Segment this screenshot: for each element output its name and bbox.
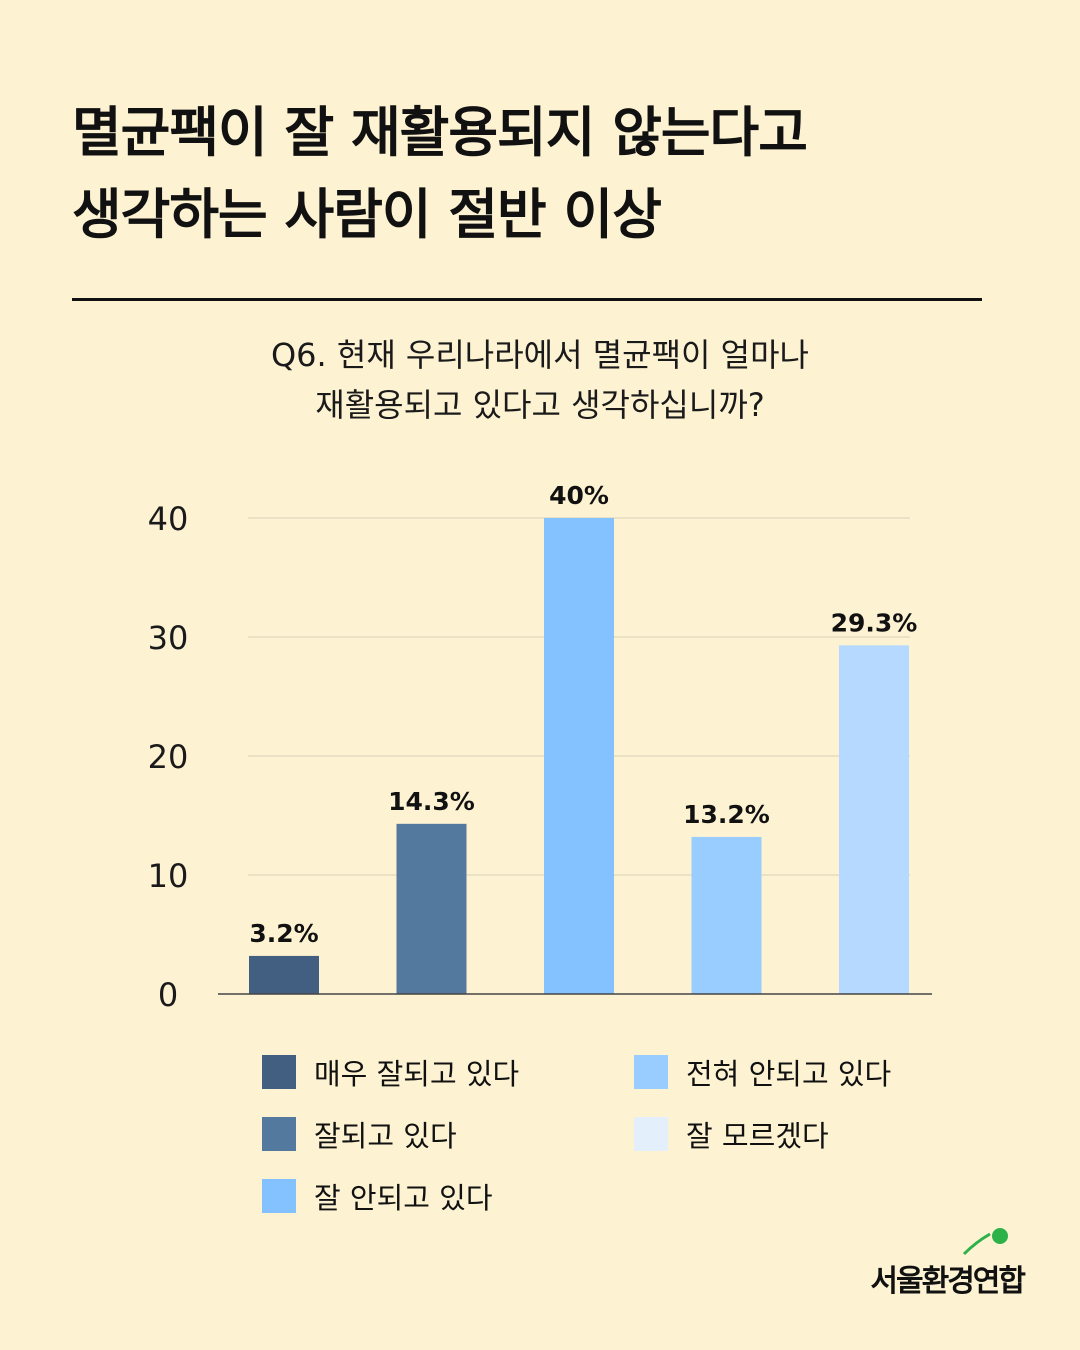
headline: 멸균팩이 잘 재활용되지 않는다고 생각하는 사람이 절반 이상 bbox=[72, 92, 1012, 256]
bar-chart: 0 10 20 30 40 3.2% 14.3% 40% 13.2% 29.3% bbox=[148, 481, 932, 1014]
data-label: 14.3% bbox=[388, 787, 475, 816]
legend-swatch bbox=[262, 1117, 296, 1151]
y-tick-label: 20 bbox=[148, 738, 189, 776]
legend-swatch bbox=[634, 1117, 668, 1151]
bar bbox=[839, 645, 909, 994]
legend-swatch bbox=[262, 1179, 296, 1213]
y-tick-label: 0 bbox=[158, 976, 178, 1014]
bar bbox=[396, 823, 467, 994]
y-tick-label: 40 bbox=[148, 500, 189, 538]
organization-logo: 서울환경연합 bbox=[870, 1220, 1026, 1300]
sprout-icon bbox=[962, 1228, 1008, 1256]
legend-swatch bbox=[262, 1055, 296, 1089]
legend-label: 잘 모르겠다 bbox=[686, 1119, 829, 1153]
bar bbox=[691, 836, 762, 994]
survey-question: Q6. 현재 우리나라에서 멸균팩이 얼마나 재활용되고 있다고 생각하십니까? bbox=[0, 330, 1080, 430]
legend-label: 잘되고 있다 bbox=[314, 1119, 457, 1153]
data-label: 13.2% bbox=[683, 800, 770, 829]
divider bbox=[72, 298, 982, 301]
legend-item-dont-know: 잘 모르겠다 bbox=[634, 1116, 829, 1153]
y-tick-label: 10 bbox=[148, 857, 189, 895]
legend-label: 잘 안되고 있다 bbox=[314, 1181, 493, 1215]
legend-item-well: 잘되고 있다 bbox=[262, 1116, 457, 1153]
chart-legend: 매우 잘되고 있다 잘되고 있다 잘 안되고 있다 전혀 안되고 있다 잘 모르… bbox=[262, 1054, 962, 1224]
data-label: 29.3% bbox=[831, 608, 918, 637]
bar bbox=[544, 518, 614, 994]
legend-item-not-well: 잘 안되고 있다 bbox=[262, 1178, 493, 1215]
headline-line-1: 멸균팩이 잘 재활용되지 않는다고 bbox=[72, 101, 808, 164]
question-line-2: 재활용되고 있다고 생각하십니까? bbox=[315, 386, 765, 424]
legend-label: 매우 잘되고 있다 bbox=[314, 1057, 520, 1091]
headline-line-2: 생각하는 사람이 절반 이상 bbox=[72, 183, 662, 246]
logo-text: 서울환경연합 bbox=[870, 1264, 1026, 1299]
bar bbox=[249, 955, 319, 994]
data-label: 40% bbox=[549, 481, 609, 510]
legend-item-very-well: 매우 잘되고 있다 bbox=[262, 1054, 520, 1091]
legend-swatch bbox=[634, 1055, 668, 1089]
y-tick-label: 30 bbox=[148, 619, 189, 657]
data-label: 3.2% bbox=[249, 919, 318, 948]
legend-label: 전혀 안되고 있다 bbox=[686, 1057, 892, 1091]
legend-item-not-at-all: 전혀 안되고 있다 bbox=[634, 1054, 892, 1091]
question-line-1: Q6. 현재 우리나라에서 멸균팩이 얼마나 bbox=[270, 336, 809, 374]
